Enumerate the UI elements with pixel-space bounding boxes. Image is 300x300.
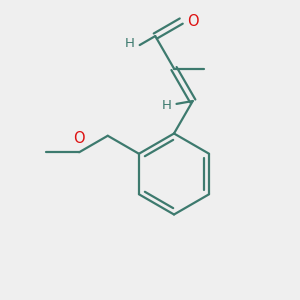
Text: O: O	[74, 131, 85, 146]
Text: H: H	[162, 99, 172, 112]
Text: H: H	[124, 37, 134, 50]
Text: O: O	[187, 14, 198, 28]
